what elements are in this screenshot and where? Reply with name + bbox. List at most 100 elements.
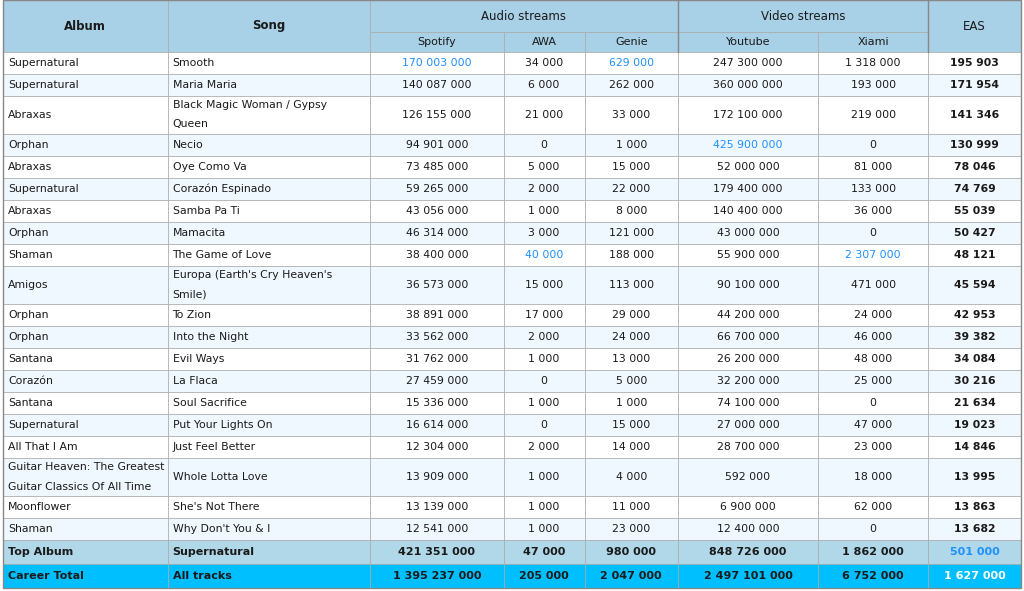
- Text: 2 000: 2 000: [528, 442, 560, 452]
- Text: 193 000: 193 000: [851, 80, 896, 90]
- Bar: [3, 392, 168, 414]
- Bar: [585, 244, 678, 266]
- Text: Top Album: Top Album: [8, 547, 74, 557]
- Bar: [370, 564, 504, 588]
- Bar: [928, 0, 1021, 52]
- Text: Necio: Necio: [172, 140, 203, 150]
- Text: 471 000: 471 000: [851, 280, 896, 290]
- Bar: [3, 518, 168, 540]
- Bar: [504, 564, 585, 588]
- Bar: [818, 496, 928, 518]
- Bar: [168, 564, 370, 588]
- Text: 36 573 000: 36 573 000: [406, 280, 468, 290]
- Bar: [928, 348, 1021, 370]
- Bar: [370, 96, 504, 134]
- Bar: [504, 326, 585, 348]
- Text: Moonflower: Moonflower: [8, 502, 72, 512]
- Text: Supernatural: Supernatural: [8, 420, 79, 430]
- Text: 195 903: 195 903: [950, 58, 999, 68]
- Text: She's Not There: She's Not There: [172, 502, 259, 512]
- Text: 13 863: 13 863: [953, 502, 995, 512]
- Text: 15 000: 15 000: [612, 162, 650, 172]
- Text: To Zion: To Zion: [172, 310, 212, 320]
- Bar: [168, 0, 370, 52]
- Text: 0: 0: [869, 398, 877, 408]
- Bar: [3, 156, 168, 178]
- Text: 11 000: 11 000: [612, 502, 650, 512]
- Bar: [928, 458, 1021, 496]
- Text: 34 084: 34 084: [953, 354, 995, 364]
- Bar: [504, 458, 585, 496]
- Bar: [3, 134, 168, 156]
- Text: 43 000 000: 43 000 000: [717, 228, 779, 238]
- Text: Why Don't You & I: Why Don't You & I: [172, 524, 270, 534]
- Text: Soul Sacrifice: Soul Sacrifice: [172, 398, 247, 408]
- Bar: [678, 0, 928, 32]
- Bar: [3, 458, 168, 496]
- Text: 31 762 000: 31 762 000: [406, 354, 468, 364]
- Bar: [678, 244, 818, 266]
- Text: Just Feel Better: Just Feel Better: [172, 442, 256, 452]
- Bar: [678, 52, 818, 74]
- Bar: [3, 304, 168, 326]
- Bar: [818, 564, 928, 588]
- Text: Europa (Earth's Cry Heaven's: Europa (Earth's Cry Heaven's: [172, 271, 332, 281]
- Bar: [168, 52, 370, 74]
- Bar: [3, 266, 168, 304]
- Bar: [585, 392, 678, 414]
- Text: 1 862 000: 1 862 000: [843, 547, 904, 557]
- Text: Career Total: Career Total: [8, 571, 84, 581]
- Text: Audio streams: Audio streams: [481, 9, 566, 22]
- Text: EAS: EAS: [964, 20, 986, 33]
- Text: Abraxas: Abraxas: [8, 110, 52, 120]
- Bar: [168, 244, 370, 266]
- Text: Album: Album: [65, 20, 106, 33]
- Bar: [3, 496, 168, 518]
- Text: Supernatural: Supernatural: [8, 184, 79, 194]
- Bar: [678, 436, 818, 458]
- Text: 0: 0: [541, 420, 548, 430]
- Bar: [504, 540, 585, 564]
- Bar: [928, 200, 1021, 222]
- Bar: [678, 370, 818, 392]
- Bar: [585, 564, 678, 588]
- Text: 46 000: 46 000: [854, 332, 892, 342]
- Bar: [585, 518, 678, 540]
- Text: 140 400 000: 140 400 000: [713, 206, 782, 216]
- Bar: [168, 414, 370, 436]
- Bar: [3, 222, 168, 244]
- Bar: [818, 266, 928, 304]
- Text: 15 000: 15 000: [612, 420, 650, 430]
- Bar: [168, 348, 370, 370]
- Text: Oye Como Va: Oye Como Va: [172, 162, 246, 172]
- Text: 592 000: 592 000: [725, 472, 771, 482]
- Text: Evil Ways: Evil Ways: [172, 354, 224, 364]
- Bar: [504, 436, 585, 458]
- Text: Maria Maria: Maria Maria: [172, 80, 237, 90]
- Bar: [3, 96, 168, 134]
- Bar: [168, 178, 370, 200]
- Bar: [818, 326, 928, 348]
- Bar: [928, 370, 1021, 392]
- Bar: [370, 156, 504, 178]
- Text: 8 000: 8 000: [615, 206, 647, 216]
- Bar: [818, 414, 928, 436]
- Bar: [928, 564, 1021, 588]
- Text: 27 000 000: 27 000 000: [717, 420, 779, 430]
- Text: 15 336 000: 15 336 000: [406, 398, 468, 408]
- Text: 21 634: 21 634: [953, 398, 995, 408]
- Text: All tracks: All tracks: [172, 571, 231, 581]
- Bar: [504, 392, 585, 414]
- Text: 1 000: 1 000: [528, 354, 560, 364]
- Bar: [504, 74, 585, 96]
- Bar: [678, 304, 818, 326]
- Bar: [3, 564, 168, 588]
- Text: Whole Lotta Love: Whole Lotta Love: [172, 472, 267, 482]
- Bar: [818, 458, 928, 496]
- Text: 0: 0: [869, 524, 877, 534]
- Bar: [928, 52, 1021, 74]
- Bar: [504, 134, 585, 156]
- Text: 81 000: 81 000: [854, 162, 892, 172]
- Text: 1 000: 1 000: [528, 502, 560, 512]
- Text: 2 000: 2 000: [528, 332, 560, 342]
